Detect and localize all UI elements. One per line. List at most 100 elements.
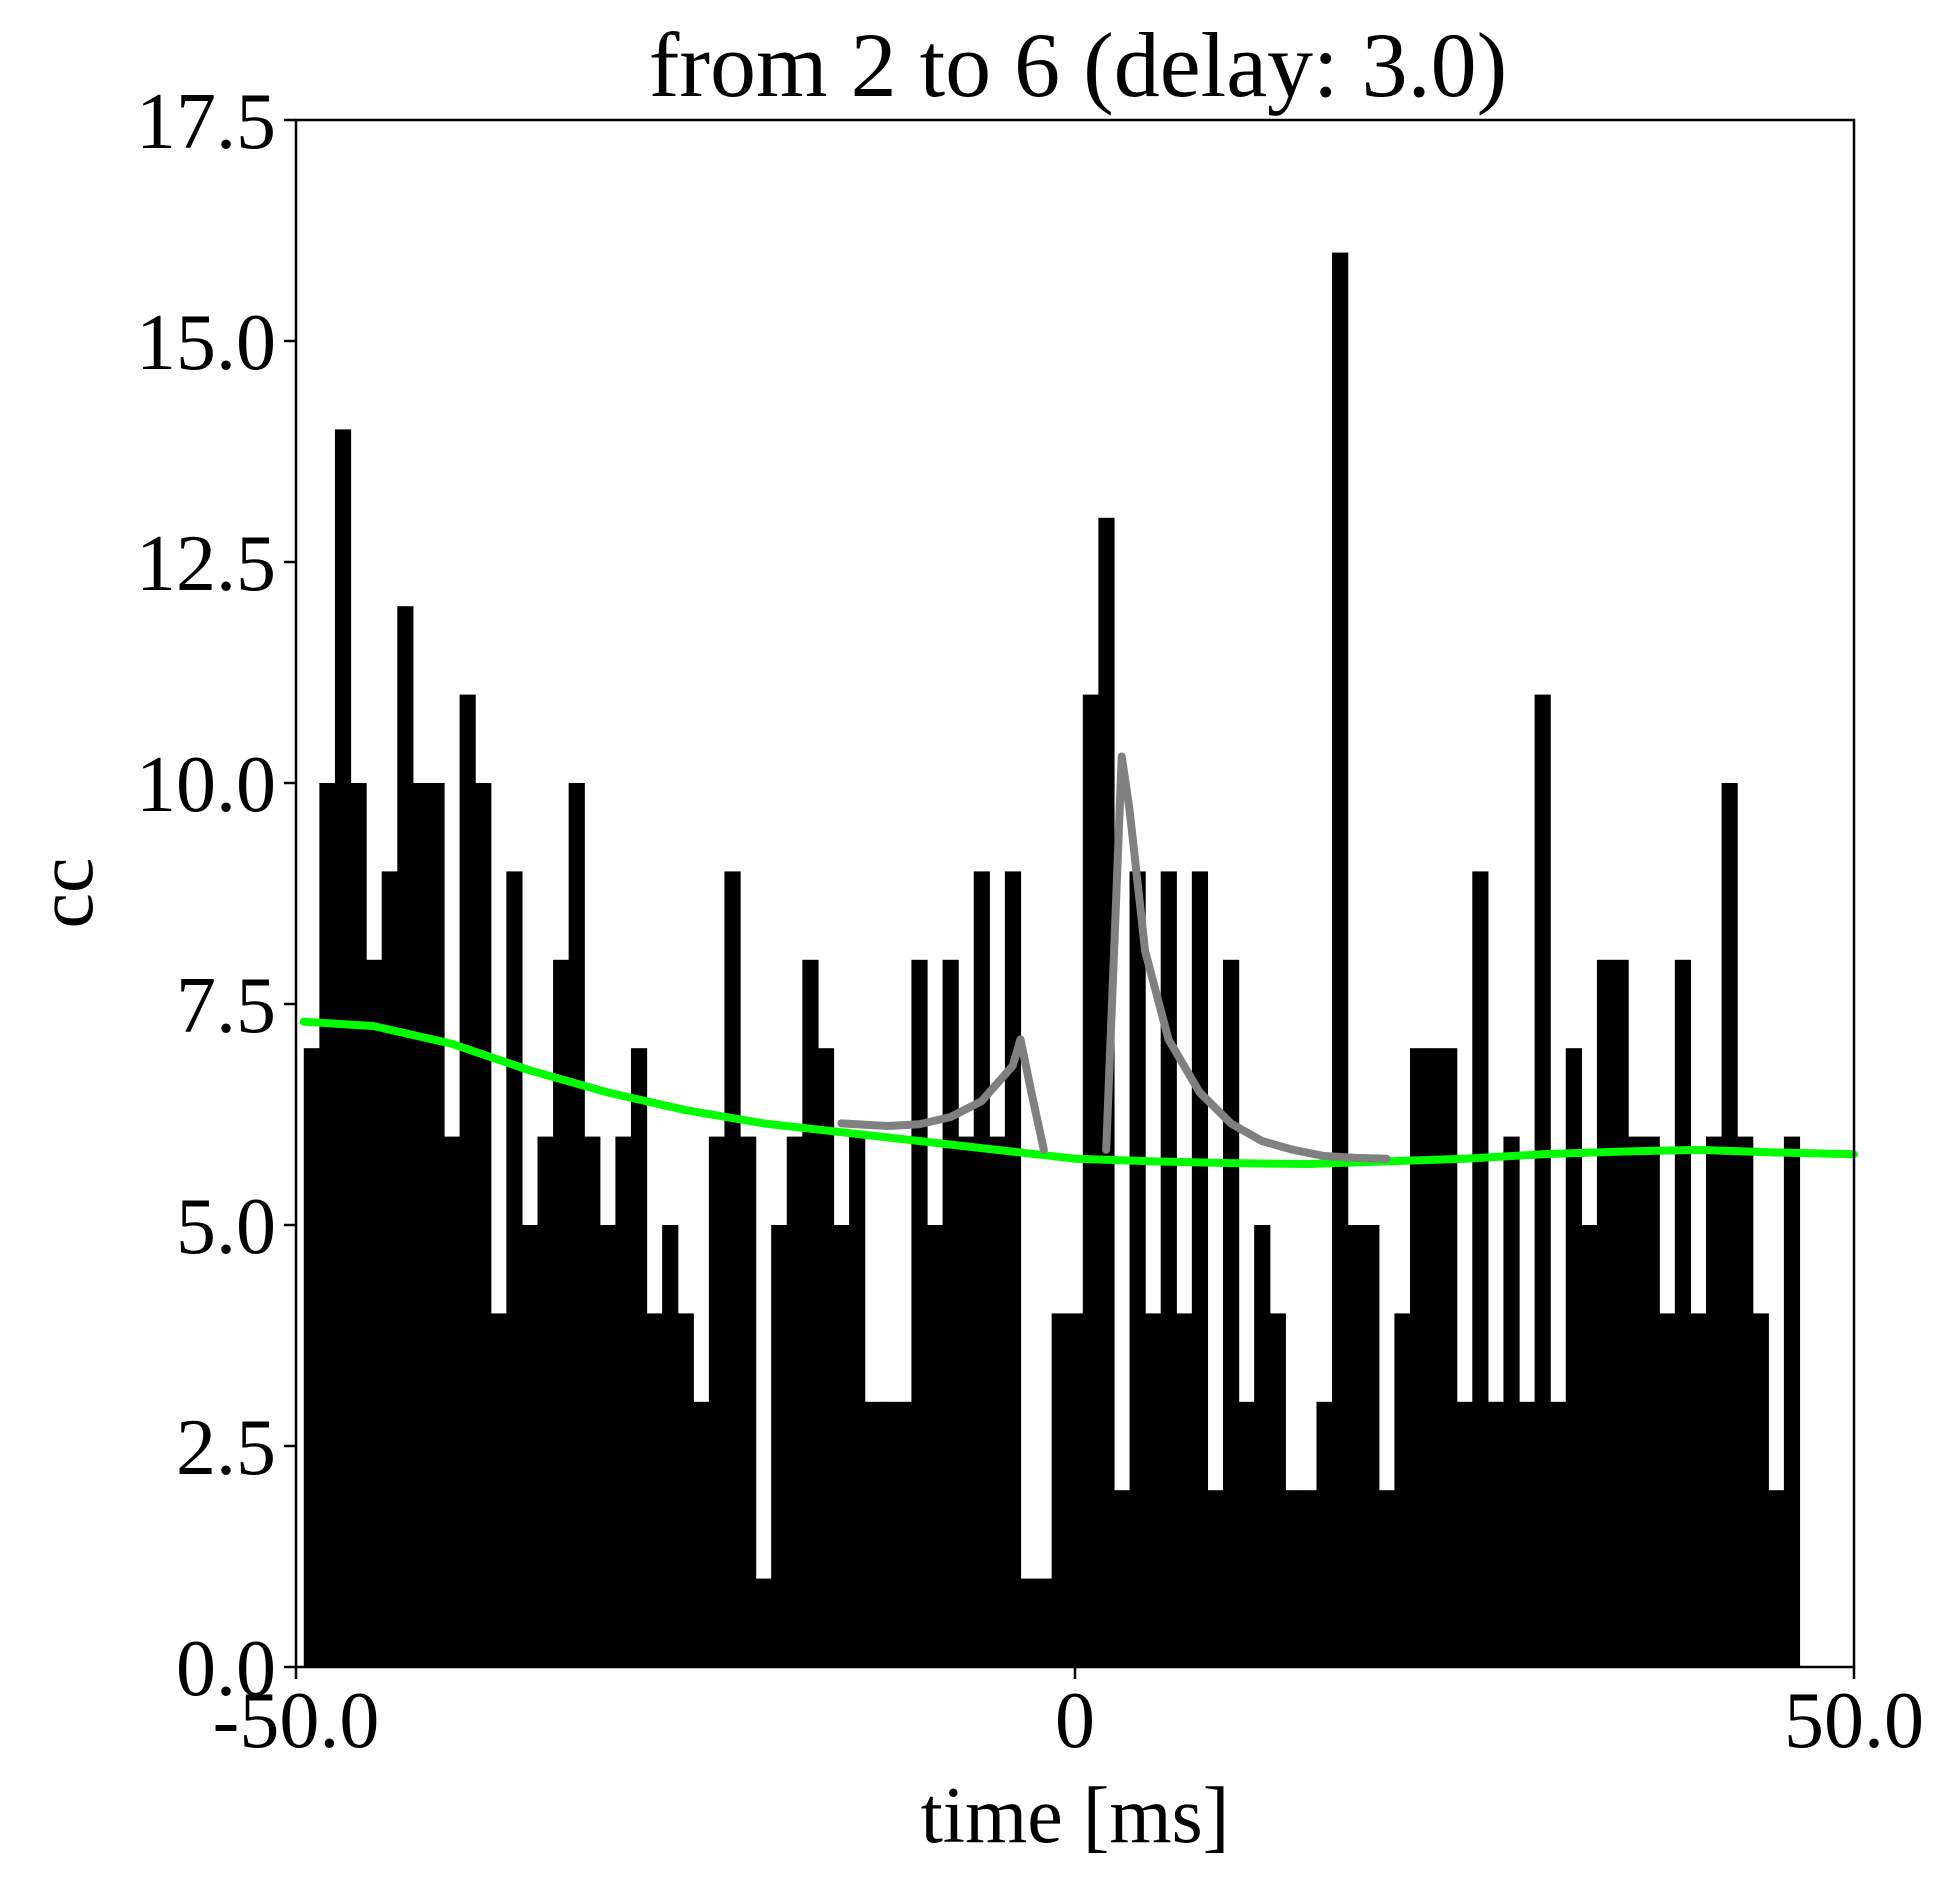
histogram-bar — [1285, 1490, 1302, 1667]
histogram-bar — [1612, 959, 1629, 1667]
histogram-bar — [1160, 871, 1177, 1667]
histogram-bar — [584, 1136, 601, 1667]
y-tick-label: 17.5 — [136, 78, 276, 166]
y-tick-label: 15.0 — [136, 299, 276, 387]
histogram-bar — [1394, 1313, 1411, 1667]
histogram-bar — [646, 1313, 663, 1667]
model-curve-line — [837, 1035, 1048, 1154]
y-tick-label: 5.0 — [176, 1183, 276, 1271]
y-tick-label: 2.5 — [176, 1404, 276, 1492]
histogram-bar — [880, 1401, 897, 1667]
y-tick-label: 7.5 — [176, 962, 276, 1050]
histogram-bar — [1643, 1136, 1660, 1667]
y-tick-label: 12.5 — [136, 520, 276, 608]
histogram-bar — [1300, 1490, 1318, 1667]
histogram-bar — [1519, 1401, 1536, 1667]
histogram-bar — [506, 871, 523, 1667]
histogram-bar — [412, 783, 430, 1667]
y-axis-label: cc — [22, 857, 110, 928]
histogram-bar — [1020, 1578, 1037, 1667]
histogram-bar — [1207, 1490, 1224, 1667]
histogram-bar — [989, 1136, 1006, 1667]
histogram-bar — [1721, 783, 1738, 1667]
histogram-bar — [1347, 1225, 1364, 1667]
histogram-bar — [1425, 1048, 1442, 1667]
histogram-bar — [1487, 1401, 1505, 1667]
histogram-bar — [724, 871, 741, 1667]
histogram-bar — [1145, 1313, 1162, 1667]
histogram-bar — [895, 1401, 913, 1667]
histogram-bar — [1036, 1578, 1053, 1667]
histogram-bar — [786, 1136, 803, 1667]
histogram-bar — [334, 429, 352, 1667]
histogram-bar — [1596, 959, 1614, 1667]
histogram-bar — [1565, 1048, 1582, 1667]
histogram-bar — [740, 1136, 757, 1667]
histogram-bar — [1223, 959, 1240, 1667]
histogram-bar — [1441, 1048, 1458, 1667]
histogram-bar — [537, 1136, 554, 1667]
histogram-bar — [490, 1313, 507, 1667]
histogram-bar — [1503, 1136, 1520, 1667]
histogram-bar — [1472, 871, 1489, 1667]
histogram-bar — [1082, 694, 1099, 1667]
y-axis-ticks: 0.0 2.5 5.0 7.5 10.0 12.5 15.0 17.5 — [136, 78, 296, 1713]
histogram-bar — [1456, 1401, 1473, 1667]
histogram-bar — [817, 1048, 835, 1667]
histogram-bar — [1783, 1136, 1801, 1667]
histogram-bar — [459, 694, 476, 1667]
histogram-bar — [1705, 1136, 1723, 1667]
histogram-bar — [1752, 1313, 1769, 1667]
histogram-bar — [1004, 871, 1022, 1667]
histogram-bar — [568, 783, 585, 1667]
histogram-bar — [802, 959, 819, 1667]
histogram-bar — [958, 1136, 975, 1667]
histogram-bars — [303, 252, 1801, 1668]
histogram-bar — [708, 1136, 726, 1667]
histogram-bar — [771, 1225, 788, 1667]
histogram-bar — [1067, 1313, 1084, 1667]
x-tick-label: 50.0 — [1784, 1677, 1924, 1765]
histogram-bar — [630, 1048, 648, 1667]
fit-curve-line — [299, 1017, 1858, 1169]
histogram-bar — [1659, 1313, 1676, 1667]
histogram-bar — [973, 871, 990, 1667]
histogram-bar — [1378, 1490, 1395, 1667]
histogram-bar — [350, 783, 367, 1667]
histogram-bar — [521, 1225, 539, 1667]
histogram-bar — [755, 1578, 772, 1667]
histogram-bar — [444, 1136, 461, 1667]
histogram-bar — [1363, 1225, 1380, 1667]
histogram-bar — [1254, 1225, 1271, 1667]
histogram-bar — [381, 871, 398, 1667]
histogram-bar — [662, 1225, 679, 1667]
histogram-bar — [833, 1225, 850, 1667]
histogram-bar — [1129, 871, 1146, 1667]
histogram-bar — [1051, 1313, 1068, 1667]
histogram-bar — [1191, 871, 1209, 1667]
histogram-bar — [926, 1225, 944, 1667]
histogram-bar — [303, 1048, 320, 1667]
histogram-bar — [1768, 1490, 1785, 1667]
histogram-bar — [615, 1136, 632, 1667]
histogram-bar — [1737, 1136, 1754, 1667]
histogram-bar — [397, 606, 414, 1668]
x-tick-label: 0 — [1055, 1677, 1095, 1765]
model-curve-line — [1102, 752, 1391, 1163]
y-tick-label: 0.0 — [176, 1625, 276, 1713]
histogram-bar — [1176, 1313, 1193, 1667]
histogram-bar — [1628, 1136, 1645, 1667]
histogram-bar — [1674, 959, 1692, 1667]
histogram-bar — [864, 1401, 881, 1667]
chart-title: from 2 to 6 (delay: 3.0) — [649, 14, 1507, 116]
histogram-bar — [911, 959, 928, 1667]
histogram-bar — [677, 1313, 694, 1667]
histogram-bar — [475, 783, 492, 1667]
histogram-bar — [1332, 252, 1349, 1668]
histogram-bar — [942, 959, 959, 1667]
histogram-bar — [1238, 1401, 1255, 1667]
series-lines — [299, 752, 1858, 1169]
histogram-bar — [1113, 1490, 1131, 1667]
histogram-bar — [849, 1136, 866, 1667]
y-tick-label: 10.0 — [136, 741, 276, 829]
